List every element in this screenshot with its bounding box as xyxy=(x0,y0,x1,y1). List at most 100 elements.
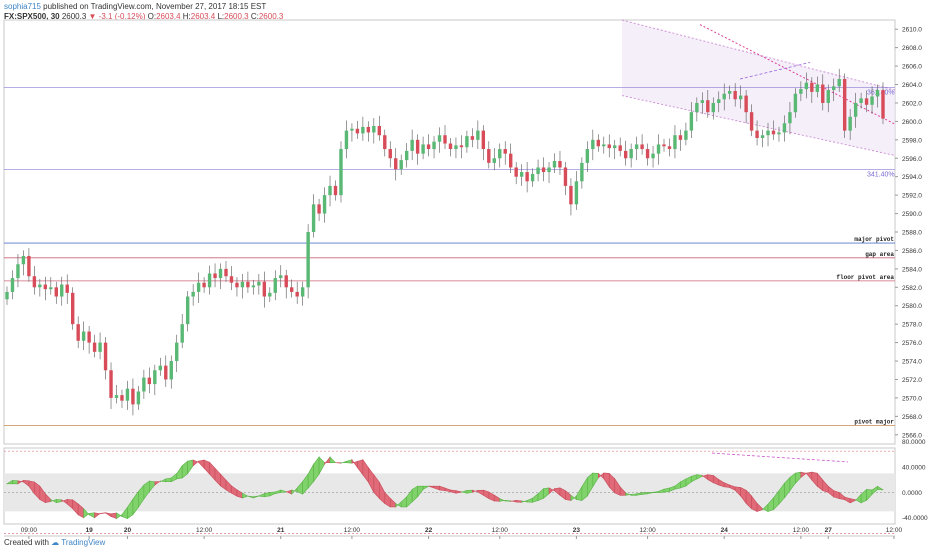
candle-body xyxy=(547,167,551,173)
y-tick-label: 2598.0 xyxy=(902,137,922,144)
candle-body xyxy=(350,128,354,131)
open-value: 2603.4 xyxy=(156,12,181,21)
x-tick-label: 24 xyxy=(721,527,729,534)
candle-body xyxy=(404,150,409,161)
candle-body xyxy=(328,185,332,196)
candle-body xyxy=(415,139,420,154)
candle-body xyxy=(114,395,119,398)
channel-median xyxy=(699,24,896,125)
candle-body xyxy=(602,144,606,147)
x-tick-label: 12:00 xyxy=(196,527,213,534)
candle-body xyxy=(613,145,617,149)
y-tick-label: 2608.0 xyxy=(902,45,922,52)
candle-body xyxy=(530,173,535,182)
level-label: pivot major xyxy=(854,419,894,426)
candle-body xyxy=(804,82,809,90)
candle-body xyxy=(514,167,518,177)
candle-body xyxy=(213,273,217,279)
y-tick-label: 2594.0 xyxy=(902,174,922,181)
candle-body xyxy=(421,144,425,154)
y-tick-label: 2588.0 xyxy=(902,230,922,237)
y-tick-label: 2582.0 xyxy=(902,285,922,292)
candle-body xyxy=(771,130,776,135)
candle-body xyxy=(848,116,852,131)
candle-body xyxy=(826,90,830,103)
oscillator-segment xyxy=(630,493,637,496)
candle-body xyxy=(10,278,15,292)
candle-body xyxy=(262,281,267,297)
candle-body xyxy=(842,78,847,131)
y-tick-label: 2580.0 xyxy=(902,303,922,310)
candle-body xyxy=(519,172,524,177)
candle-body xyxy=(864,98,869,105)
candle-body xyxy=(229,276,234,283)
symbol-line: FX:SPX500, 30 2600.3 ▼ -3.1 (-0.12%) O:2… xyxy=(4,12,283,22)
candle-body xyxy=(290,287,294,292)
candle-body xyxy=(509,153,513,168)
candle-body xyxy=(695,102,699,113)
oscillator-segment xyxy=(357,459,364,476)
fib-label: 341.40% xyxy=(867,171,895,178)
candle-body xyxy=(673,135,677,150)
candle-body xyxy=(21,255,26,265)
low-label: L: xyxy=(217,12,225,21)
oscillator-tick-label: 0.0000 xyxy=(902,490,922,497)
candle-body xyxy=(196,282,201,292)
candle-body xyxy=(202,282,206,288)
candle-body xyxy=(662,144,666,147)
candle-body xyxy=(71,292,75,325)
level-label: floor pivot area xyxy=(836,274,894,281)
regression-channel xyxy=(621,19,896,156)
candle-body xyxy=(596,139,600,147)
high-value: 2603.4 xyxy=(190,12,216,21)
candle-body xyxy=(38,284,42,288)
candle-body xyxy=(87,331,91,343)
candle-body xyxy=(191,291,195,297)
candle-body xyxy=(738,95,743,100)
candle-body xyxy=(388,149,392,159)
candle-body xyxy=(810,82,814,92)
y-tick-label: 2602.0 xyxy=(902,100,922,107)
oscillator-segment xyxy=(346,459,353,464)
x-tick-label: 20 xyxy=(124,527,132,534)
y-tick-label: 2592.0 xyxy=(902,193,922,200)
x-tick-label: 22 xyxy=(425,527,433,534)
oscillator-segment xyxy=(515,499,522,503)
candle-body xyxy=(240,281,245,288)
x-tick-label: 12:00 xyxy=(344,527,361,534)
candle-body xyxy=(465,136,469,148)
y-tick-label: 2606.0 xyxy=(902,64,922,71)
candle-body xyxy=(629,149,633,159)
candle-body xyxy=(65,284,69,293)
candle-body xyxy=(49,287,53,290)
candle-body xyxy=(454,145,458,150)
chart-header: sophia715 published on TradingView.com, … xyxy=(4,2,283,22)
x-tick-label: 12:00 xyxy=(639,527,656,534)
oscillator-segment xyxy=(329,456,337,463)
candle-body xyxy=(755,130,759,138)
candle-body xyxy=(859,98,863,103)
author-link[interactable]: sophia715 xyxy=(4,2,41,11)
tradingview-brand[interactable]: TradingView xyxy=(61,538,106,547)
candle-body xyxy=(569,185,573,205)
candle-body xyxy=(541,167,546,173)
x-tick-label: 21 xyxy=(277,527,285,534)
candle-body xyxy=(651,153,655,159)
oscillator-tick-label: 40.0000 xyxy=(902,465,926,472)
oscillator-segment xyxy=(203,459,210,475)
y-tick-label: 2596.0 xyxy=(902,156,922,163)
footer: Created with ☁ TradingView xyxy=(4,538,105,547)
candle-body xyxy=(175,342,179,362)
candle-body xyxy=(311,204,316,232)
candle-body xyxy=(558,161,562,168)
candle-body xyxy=(185,296,190,325)
candle-body xyxy=(623,150,628,159)
oscillator-segment xyxy=(187,459,194,475)
candle-body xyxy=(815,84,819,92)
candle-body xyxy=(749,112,754,131)
candle-body xyxy=(43,284,48,290)
close-label: C: xyxy=(250,12,259,21)
candlesticks xyxy=(5,68,885,416)
candle-body xyxy=(432,141,436,150)
candle-body xyxy=(377,126,381,136)
